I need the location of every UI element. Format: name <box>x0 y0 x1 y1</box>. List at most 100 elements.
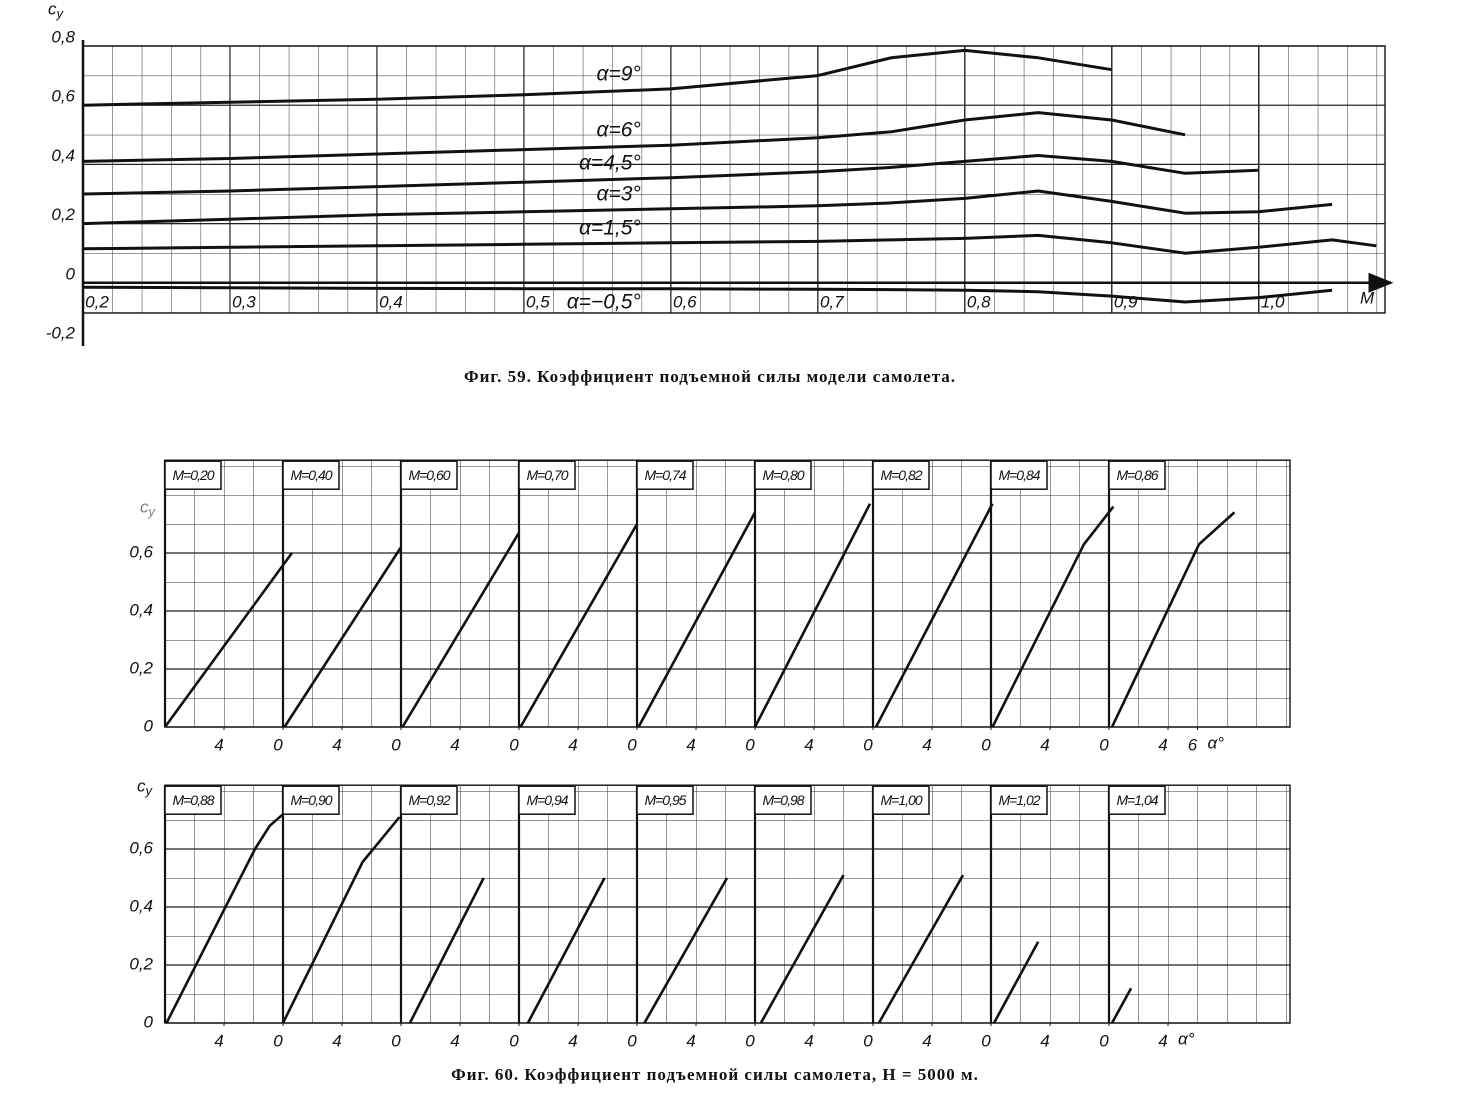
x-tick-label: 4 <box>922 1031 931 1050</box>
x-tick-label: 0 <box>981 1031 991 1050</box>
grid <box>164 459 1291 728</box>
x-tick-label: 0 <box>391 735 401 754</box>
panel-label: M=0,94 <box>526 792 568 808</box>
curve <box>283 546 403 728</box>
series-label: α=−0,5° <box>567 290 641 313</box>
y-tick-label: 0,4 <box>129 896 153 915</box>
x-tick-label: 4 <box>1040 1031 1049 1050</box>
panel-label-box <box>518 785 576 815</box>
x-tick-label: 0 <box>509 735 519 754</box>
panel-label: M=0,92 <box>408 792 450 808</box>
curve <box>281 816 401 1024</box>
series-label: α=1,5° <box>579 216 641 239</box>
y-axis-label: cy <box>48 0 65 21</box>
y-tick-label: 0,8 <box>51 27 75 46</box>
x-tick-label: 4 <box>214 1031 223 1050</box>
x-tick-label: 4 <box>686 735 695 754</box>
x-tick-label: 4 <box>1158 735 1167 754</box>
x-tick-label: 0,4 <box>379 292 403 311</box>
x-axis-label: M <box>1360 288 1375 307</box>
x-tick-label: 0 <box>391 1031 401 1050</box>
curve <box>1110 987 1133 1024</box>
panel-label-box <box>164 460 222 490</box>
panel-label: M=0,90 <box>290 792 332 808</box>
x-tick-label: 4 <box>450 735 459 754</box>
panel-label-box <box>872 785 930 815</box>
panel-label-box <box>1108 785 1166 815</box>
panel-label: M=0,74 <box>644 467 686 483</box>
panel-label-box <box>282 785 340 815</box>
x-tick-label: 0 <box>509 1031 519 1050</box>
panel-label-box <box>282 460 340 490</box>
panel-label: M=0,88 <box>172 792 214 808</box>
panel-label-box <box>990 460 1048 490</box>
panel-label-box <box>164 785 222 815</box>
x-tick-label: 4 <box>568 735 577 754</box>
curve <box>82 285 1333 304</box>
curve <box>753 503 872 728</box>
x-tick-label: 0 <box>745 735 755 754</box>
panel-label: M=1,00 <box>880 792 922 808</box>
panel-label-box <box>636 785 694 815</box>
x-tick-label: 4 <box>450 1031 459 1050</box>
panel-label-box <box>400 785 458 815</box>
x-tick-label: 0,2 <box>85 292 109 311</box>
x-tick-label: 4 <box>804 1031 813 1050</box>
x-tick-label: 0 <box>273 735 283 754</box>
curve <box>82 111 1186 163</box>
curve <box>519 523 639 728</box>
curve <box>637 511 757 728</box>
panel-label: M=0,40 <box>290 467 332 483</box>
y-axis-label: cy <box>137 777 154 799</box>
curve <box>82 48 1112 107</box>
x-tick-label: 0 <box>863 1031 873 1050</box>
curve <box>82 189 1333 226</box>
x-axis-label: α° <box>1178 1029 1195 1048</box>
x-tick-label: 4 <box>922 735 931 754</box>
y-tick-label: 0,6 <box>129 542 153 561</box>
y-tick-label: 0 <box>144 716 154 735</box>
panel-label-box <box>636 460 694 490</box>
x-tick-label: 0,3 <box>232 292 256 311</box>
x-tick-label: 0 <box>1099 1031 1109 1050</box>
y-tick-label: 0,2 <box>51 205 75 224</box>
x-tick-label: 0,8 <box>967 292 991 311</box>
x-tick-label: 4 <box>332 1031 341 1050</box>
y-tick-label: 0,2 <box>129 658 153 677</box>
x-tick-label: 4 <box>332 735 341 754</box>
series-label: α=9° <box>596 62 640 85</box>
x-tick-label: 4 <box>1040 735 1049 754</box>
x-tick-label: 6 <box>1188 735 1198 754</box>
panel-label: M=0,70 <box>526 467 568 483</box>
panel-label-box <box>400 460 458 490</box>
panel-label: M=0,98 <box>762 792 804 808</box>
curve <box>877 874 965 1024</box>
curve <box>643 877 729 1024</box>
grid <box>164 784 1291 1024</box>
x-tick-label: 0 <box>273 1031 283 1050</box>
panel-label-box <box>990 785 1048 815</box>
panel-label: M=0,95 <box>644 792 686 808</box>
y-tick-label: 0 <box>66 264 76 283</box>
curve <box>163 552 293 728</box>
panel-label-box <box>754 460 812 490</box>
x-tick-label: 0 <box>627 735 637 754</box>
y-tick-label: 0 <box>144 1012 154 1031</box>
panel-label-box <box>518 460 576 490</box>
panel-label: M=0,80 <box>762 467 804 483</box>
x-tick-label: 4 <box>804 735 813 754</box>
x-tick-label: 4 <box>1158 1031 1167 1050</box>
y-tick-label: 0,4 <box>129 600 153 619</box>
x-tick-label: 4 <box>686 1031 695 1050</box>
series-label: α=4,5° <box>579 151 641 174</box>
y-tick-label: 0,6 <box>51 87 75 106</box>
y-tick-label: 0,4 <box>51 146 75 165</box>
y-tick-label: 0,2 <box>129 954 153 973</box>
curve <box>1110 511 1236 728</box>
panel-label-box <box>754 785 812 815</box>
y-axis-label: cy <box>140 498 157 520</box>
caption: Фиг. 60. Коэффициент подъемной силы само… <box>451 1065 979 1084</box>
x-tick-label: 4 <box>568 1031 577 1050</box>
panel-label-box <box>1108 460 1166 490</box>
